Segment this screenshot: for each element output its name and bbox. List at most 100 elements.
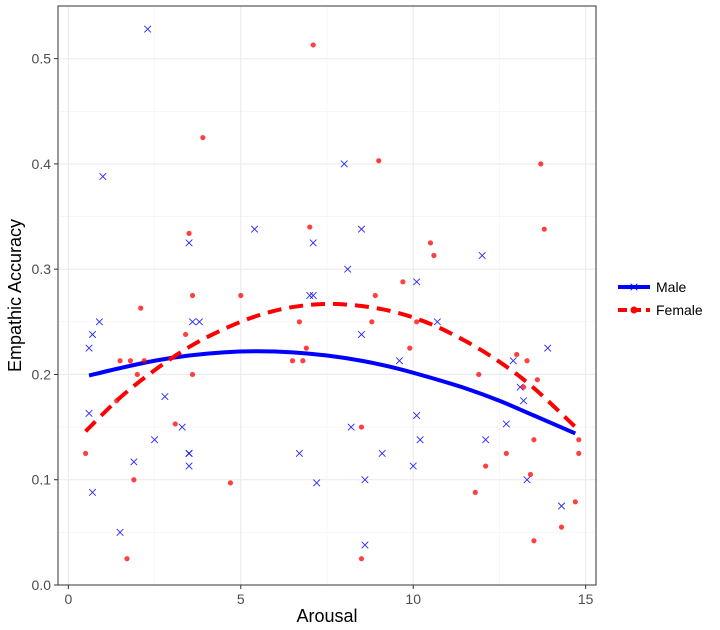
data-point-male xyxy=(544,344,552,352)
data-point-female xyxy=(114,398,120,404)
data-point-female xyxy=(531,538,537,544)
data-point-male xyxy=(178,423,186,431)
data-point-male xyxy=(185,239,193,247)
data-point-male xyxy=(557,502,566,510)
data-point-female xyxy=(534,377,540,383)
data-point-female xyxy=(414,319,420,325)
data-point-male xyxy=(88,330,97,339)
data-point-female xyxy=(189,371,196,378)
data-point-male xyxy=(85,344,93,352)
data-point-male xyxy=(309,239,317,247)
grid-minor xyxy=(58,6,596,585)
data-point-female xyxy=(310,42,316,48)
legend-marker-female xyxy=(630,306,638,314)
data-point-female xyxy=(117,358,123,364)
data-point-male xyxy=(95,318,104,326)
data-point-female xyxy=(531,437,537,443)
data-point-male xyxy=(150,436,159,444)
data-point-male xyxy=(357,225,366,233)
data-point-male xyxy=(340,160,348,168)
data-point-male xyxy=(116,528,124,536)
data-points xyxy=(82,25,582,562)
data-point-female xyxy=(238,292,244,299)
data-point-female xyxy=(407,345,413,351)
legend: Male Female xyxy=(618,279,703,318)
data-point-male xyxy=(88,488,97,496)
data-point-male xyxy=(502,420,510,428)
data-point-female xyxy=(376,158,382,164)
y-tick-label: 0.3 xyxy=(32,261,52,277)
data-point-male xyxy=(188,318,197,326)
data-point-male xyxy=(509,357,517,365)
fit-line-male xyxy=(88,349,577,436)
data-point-male xyxy=(347,423,355,431)
data-point-female xyxy=(558,524,565,530)
data-point-male xyxy=(478,251,486,260)
data-point-female xyxy=(372,292,378,299)
x-tick-label: 0 xyxy=(64,591,72,607)
data-point-male xyxy=(378,449,386,458)
data-point-female xyxy=(476,371,482,378)
data-point-female xyxy=(369,319,375,325)
data-point-female xyxy=(307,224,313,230)
data-point-male xyxy=(361,476,369,484)
data-point-female xyxy=(503,450,509,457)
data-point-male xyxy=(85,409,93,418)
data-point-male xyxy=(195,318,204,326)
data-point-female xyxy=(134,371,140,378)
legend-label-male: Male xyxy=(656,279,687,295)
x-tick-label: 5 xyxy=(237,591,245,607)
data-point-female xyxy=(127,358,134,364)
data-point-male xyxy=(295,449,304,458)
data-point-female xyxy=(227,480,234,486)
data-point-male xyxy=(185,449,193,458)
data-point-female xyxy=(524,358,530,364)
data-point-female xyxy=(183,331,189,338)
data-point-female xyxy=(300,358,306,364)
data-point-male xyxy=(413,278,421,286)
data-point-female xyxy=(572,499,578,505)
data-point-male xyxy=(250,225,259,233)
data-point-female xyxy=(520,384,527,390)
data-point-female xyxy=(303,345,309,351)
y-axis: 0.0 0.1 0.2 0.3 0.4 0.5 xyxy=(32,51,58,593)
data-point-female xyxy=(514,351,520,358)
data-point-male xyxy=(161,392,169,401)
data-point-male xyxy=(433,318,441,326)
data-point-male xyxy=(523,476,531,484)
data-point-female xyxy=(472,489,478,495)
data-point-female xyxy=(400,279,406,285)
data-point-female xyxy=(124,556,130,562)
data-point-male xyxy=(306,291,314,300)
x-tick-label: 15 xyxy=(578,591,594,607)
fit-line-female xyxy=(84,301,581,433)
data-point-female xyxy=(541,226,547,232)
data-point-female xyxy=(289,358,296,364)
data-point-female xyxy=(82,450,89,457)
x-tick-label: 10 xyxy=(405,591,421,607)
data-point-female xyxy=(189,292,196,299)
data-point-female xyxy=(483,463,489,469)
data-point-female xyxy=(527,471,534,478)
data-point-male xyxy=(482,436,490,444)
data-point-male xyxy=(309,291,317,300)
data-point-male xyxy=(395,357,404,365)
data-point-male xyxy=(130,458,138,466)
fit-lines xyxy=(84,301,581,436)
data-point-female xyxy=(576,450,582,457)
data-point-female xyxy=(296,319,303,325)
data-point-male xyxy=(144,25,152,33)
data-point-male xyxy=(185,462,193,470)
data-point-female xyxy=(538,161,544,167)
data-point-female xyxy=(172,421,178,427)
data-point-female xyxy=(131,477,137,483)
data-point-female xyxy=(358,556,365,562)
data-point-male xyxy=(519,397,528,405)
data-point-female xyxy=(358,424,365,430)
y-tick-label: 0.1 xyxy=(32,472,52,488)
data-point-male xyxy=(313,479,321,487)
panel-border xyxy=(57,5,597,586)
data-point-male xyxy=(409,462,417,470)
data-point-male xyxy=(99,172,107,181)
